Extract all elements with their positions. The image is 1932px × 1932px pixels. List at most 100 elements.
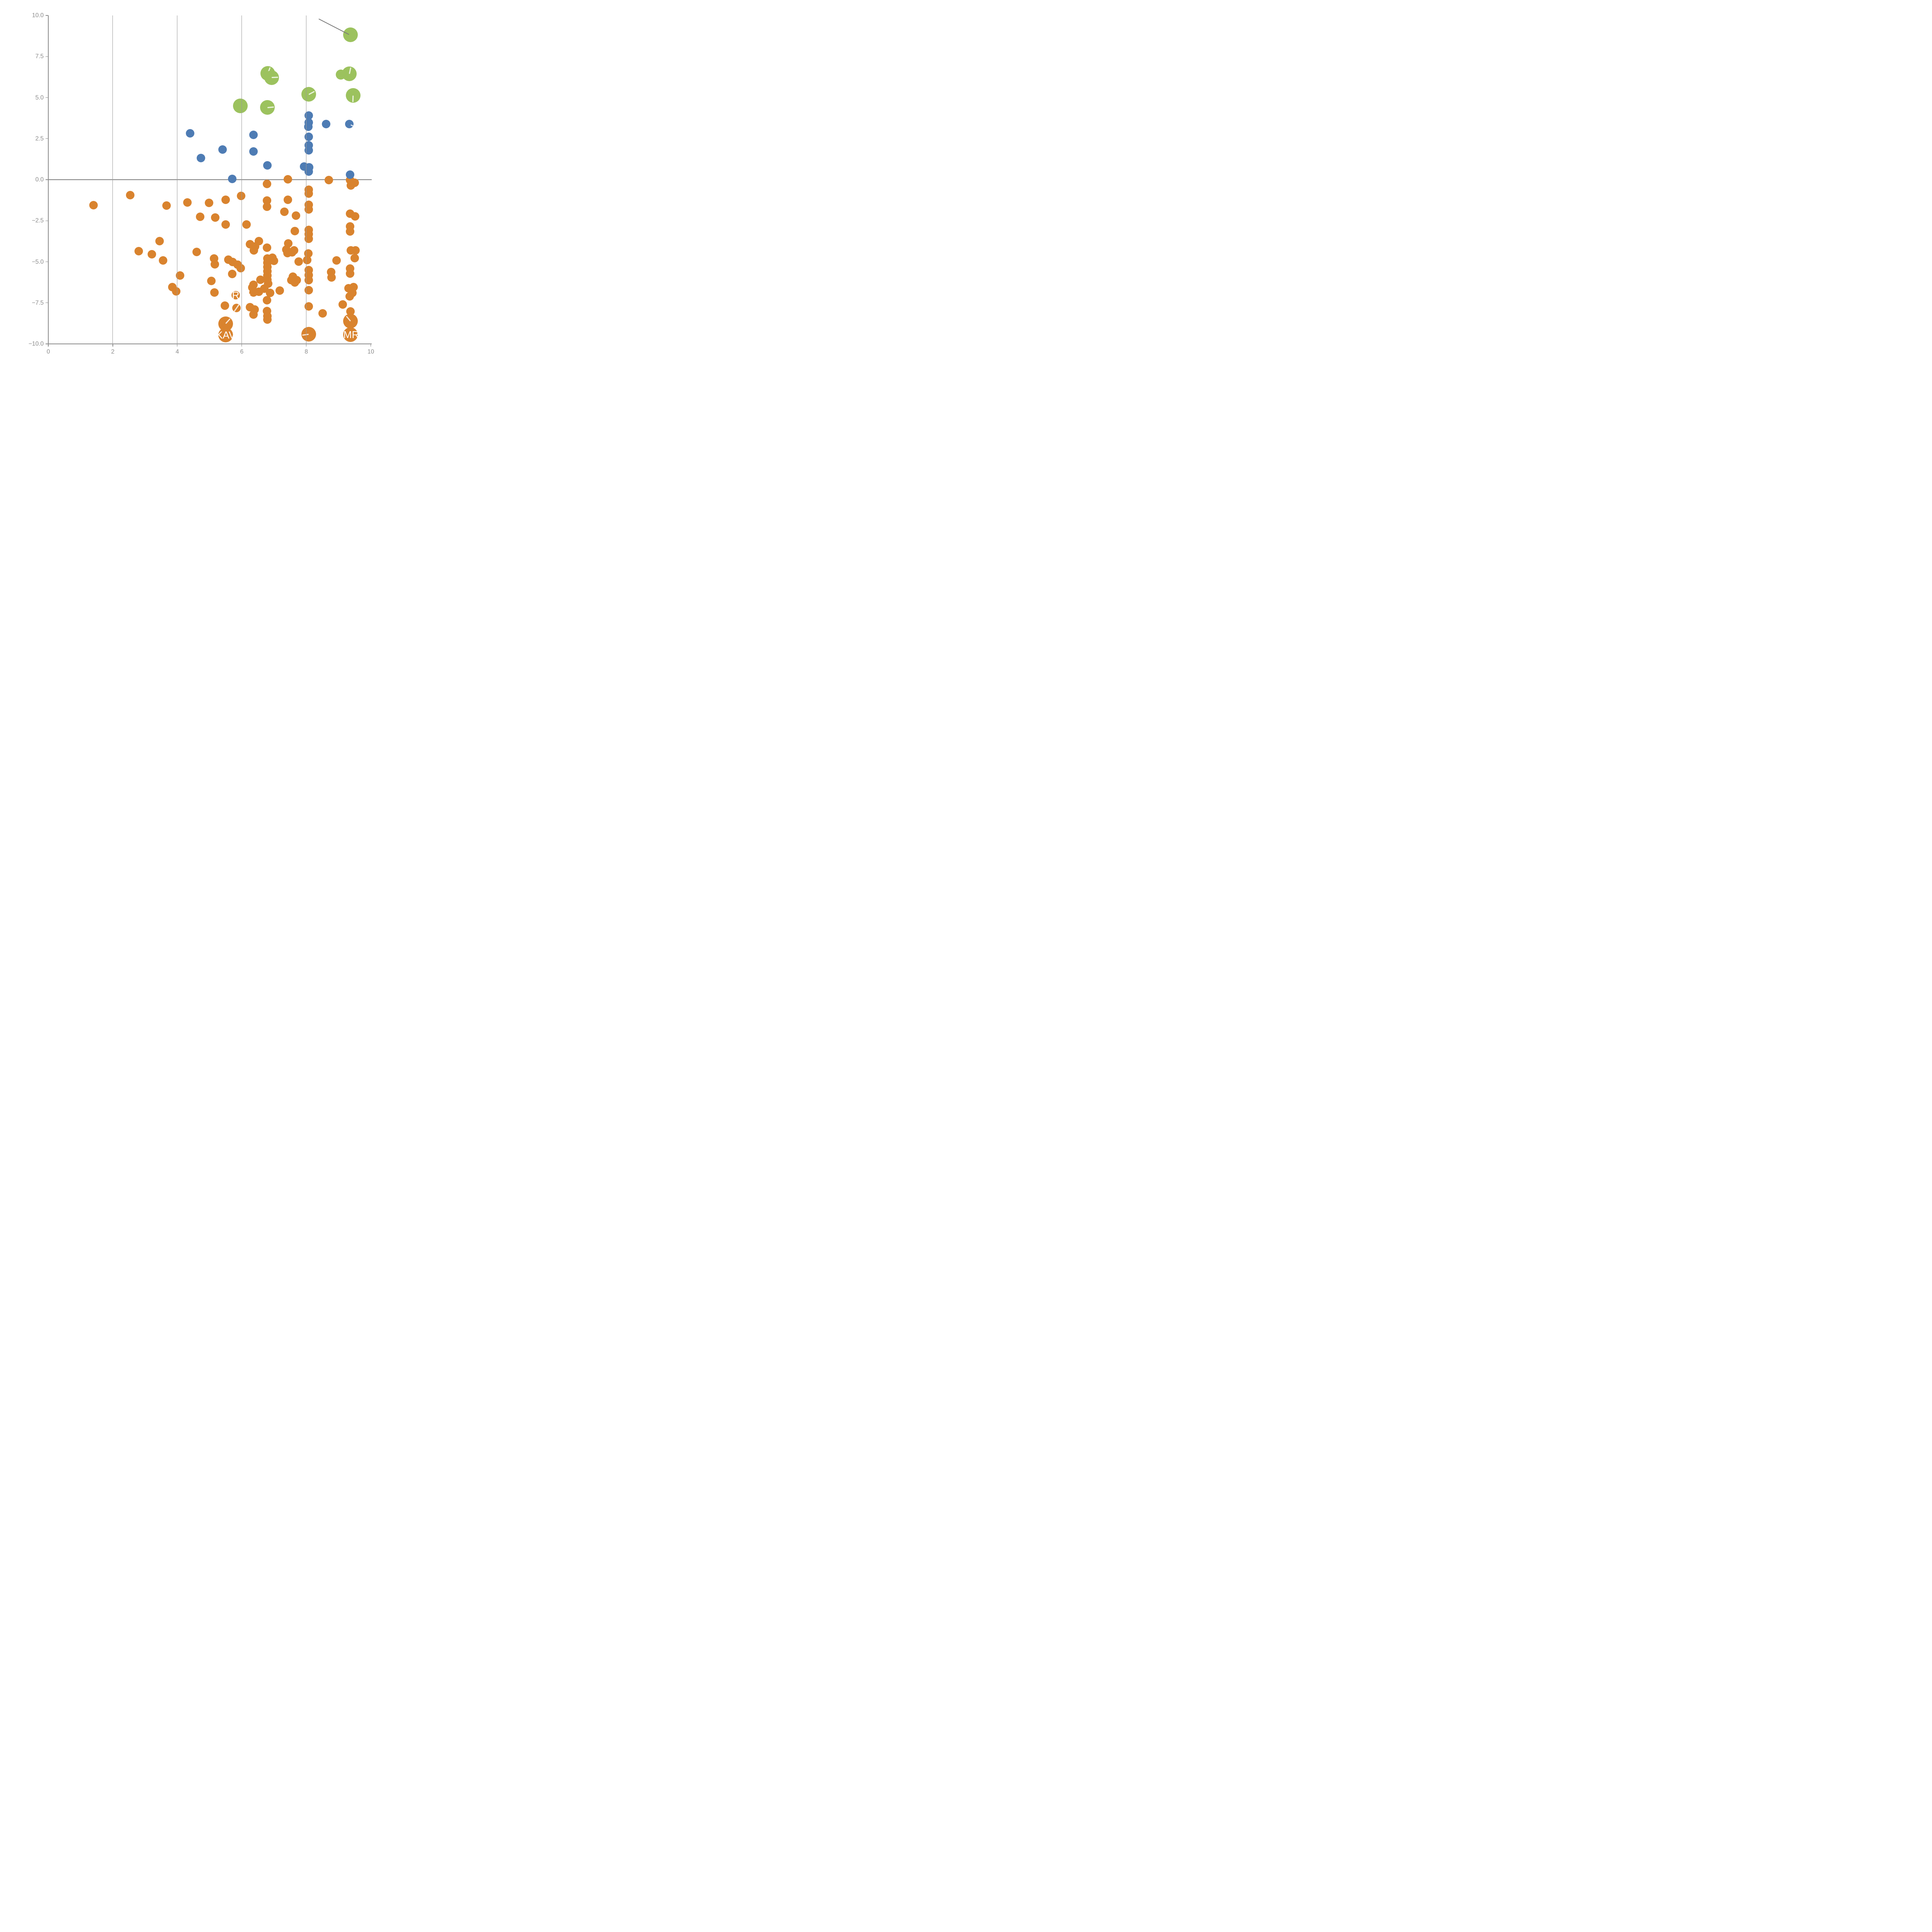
y-tick-label-5: 5.0: [35, 94, 44, 101]
x-tick-label-0: 0: [46, 349, 50, 355]
data-point-orange: R: [231, 291, 240, 299]
data-point-orange: [134, 247, 143, 255]
needle-mark: [346, 316, 351, 321]
data-point-orange: [221, 301, 230, 310]
needle-mark: [352, 95, 354, 102]
y-tick-label-7.5: 7.5: [35, 53, 44, 60]
data-point-orange: [232, 304, 241, 313]
data-point-orange: [280, 207, 289, 216]
data-point-orange: [345, 292, 354, 301]
data-point-orange: [237, 191, 246, 200]
needle-mark: [233, 304, 239, 312]
data-point-green: [345, 88, 361, 103]
data-point-orange: [284, 196, 293, 204]
data-point-orange: [304, 276, 313, 285]
needle-mark: [308, 90, 315, 95]
x-tick-label-6: 6: [240, 349, 244, 355]
data-point-orange: [249, 310, 258, 319]
data-point-orange: [327, 273, 336, 282]
point-label-KAV: KAV: [218, 329, 233, 341]
plot-area: 10.0 7.5 5.0 2.5 0.0 −2.5 −5.0 −7.5 −10.0 0 2 4 6 8 10…: [0, 0, 386, 386]
x-tick-2: [112, 344, 113, 347]
data-point-orange: [263, 315, 272, 324]
data-point-orange: [159, 256, 168, 265]
data-point-orange: [196, 213, 205, 221]
needle-mark: [350, 124, 354, 127]
data-point-blue: [196, 153, 205, 162]
data-point-orange: [147, 250, 156, 259]
data-point-orange: [338, 300, 347, 309]
data-point-orange: [303, 256, 312, 265]
data-point-orange: [162, 201, 171, 210]
x-tick-label-8: 8: [304, 349, 308, 355]
zero-line: [48, 179, 372, 180]
y-tick-label--7.5: −7.5: [32, 299, 44, 306]
point-label-R: R: [232, 291, 240, 299]
data-point-orange: [126, 191, 134, 200]
data-point-orange: [262, 202, 271, 211]
data-point-orange: [210, 260, 219, 269]
data-point-orange: MR: [343, 327, 358, 342]
data-point-orange: [264, 279, 273, 288]
data-point-orange: [304, 302, 313, 311]
data-point-orange: [290, 226, 299, 235]
gridline-x-2: [112, 15, 113, 344]
data-point-blue: [304, 146, 313, 155]
needle-mark: [267, 106, 274, 108]
data-point-orange: KAV: [218, 327, 233, 342]
data-point-orange: [270, 257, 279, 265]
data-point-blue: [228, 175, 236, 184]
needle-mark: [272, 77, 279, 78]
data-point-orange: [294, 257, 303, 266]
data-point-orange: [301, 327, 316, 342]
data-point-green: [233, 98, 248, 113]
data-point-orange: [318, 309, 327, 318]
data-point-orange: [325, 176, 333, 185]
y-tick-label-2.5: 2.5: [35, 135, 44, 142]
data-point-orange: [346, 269, 355, 278]
data-point-orange: [346, 227, 355, 236]
x-tick-label-10: 10: [367, 349, 374, 355]
data-point-orange: [304, 205, 313, 214]
data-point-orange: [249, 246, 258, 255]
x-tick-label-4: 4: [175, 349, 179, 355]
data-point-orange: [210, 288, 219, 297]
data-point-orange: [287, 248, 296, 257]
data-point-orange: [207, 276, 216, 285]
x-tick-label-2: 2: [111, 349, 115, 355]
data-point-orange: [291, 211, 300, 220]
data-point-green: [301, 87, 316, 102]
data-point-blue: [346, 170, 355, 179]
data-point-orange: [284, 175, 293, 184]
data-point-blue: [249, 130, 258, 139]
y-tick-5: [46, 97, 48, 98]
data-point-orange: [248, 283, 257, 292]
data-point-orange: [343, 313, 358, 328]
data-point-blue: [249, 147, 258, 156]
data-point-orange: [332, 256, 341, 265]
data-point-orange: [254, 287, 263, 296]
data-point-orange: [221, 220, 230, 229]
point-label-MR: MR: [343, 329, 358, 341]
data-point-orange: [351, 246, 360, 255]
data-point-orange: [304, 234, 313, 243]
y-tick-label--2.5: −2.5: [32, 217, 44, 224]
data-point-green: [342, 66, 357, 82]
data-point-orange: [346, 307, 355, 316]
data-point-orange: [266, 289, 275, 298]
data-point-blue: [218, 145, 227, 154]
y-tick-label-10: 10.0: [32, 12, 44, 19]
needle-mark: [225, 318, 231, 324]
data-point-orange: [89, 201, 98, 209]
data-point-orange: [183, 198, 192, 207]
y-tick-7.5: [46, 56, 48, 57]
data-point-blue: [186, 129, 195, 138]
data-point-blue: [263, 161, 272, 170]
data-point-blue: [322, 119, 331, 128]
data-point-orange: [211, 213, 220, 222]
point-label-C: C: [249, 288, 251, 297]
data-point-orange: [204, 198, 213, 207]
y-tick-label--10: −10.0: [28, 340, 44, 347]
data-point-orange: [262, 296, 271, 305]
data-point-green: [260, 100, 275, 115]
